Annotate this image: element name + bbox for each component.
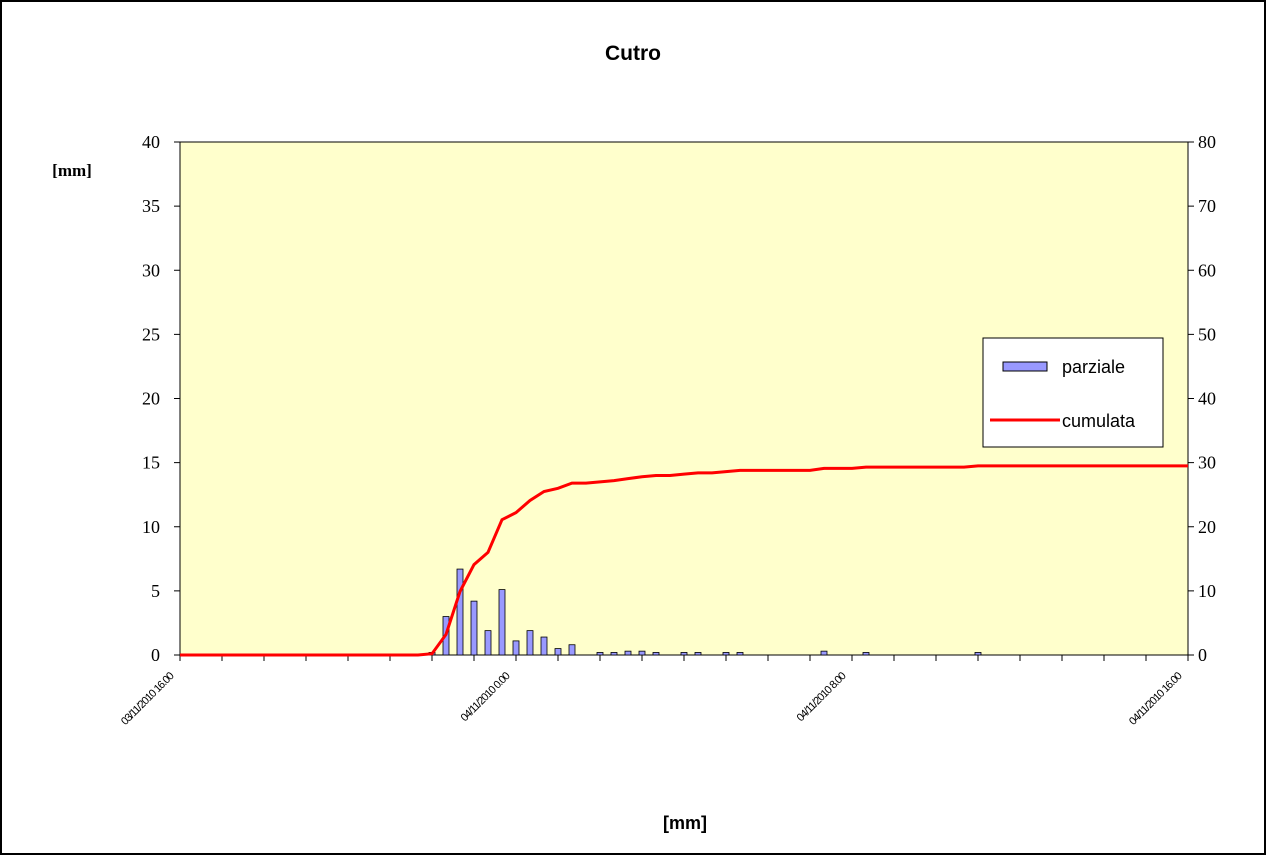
bar: [484, 630, 492, 656]
y2-tick-label: 0: [1198, 645, 1207, 665]
y2-tick-label: 30: [1198, 453, 1216, 473]
y-tick-label: 5: [151, 581, 160, 601]
y2-tick-label: 10: [1198, 581, 1216, 601]
y2-tick-label: 80: [1198, 132, 1216, 152]
x-axis-title: [mm]: [663, 813, 707, 833]
y2-tick-label: 50: [1198, 324, 1216, 344]
bar: [512, 640, 520, 656]
y-axis-title: [mm]: [52, 161, 92, 180]
bar: [470, 600, 478, 656]
bar: [736, 652, 744, 656]
y2-tick-label: 60: [1198, 260, 1216, 280]
bar: [694, 652, 702, 656]
chart-title: Cutro: [605, 42, 661, 65]
bar: [820, 650, 828, 656]
bar: [554, 648, 562, 656]
bar: [624, 650, 632, 656]
y-tick-label: 15: [142, 453, 160, 473]
y-tick-label: 30: [142, 260, 160, 280]
y-tick-label: 20: [142, 389, 160, 409]
bar: [456, 568, 464, 656]
legend: parziale cumulata: [982, 337, 1164, 448]
bar: [638, 650, 646, 656]
y-tick-label: 40: [142, 132, 160, 152]
bar: [610, 652, 618, 656]
bar: [974, 652, 982, 656]
legend-box: [982, 337, 1164, 448]
legend-label: cumulata: [1062, 411, 1136, 431]
y-tick-label: 0: [151, 645, 160, 665]
y2-tick-label: 70: [1198, 196, 1216, 216]
legend-label: parziale: [1062, 357, 1125, 377]
bar: [498, 589, 506, 656]
line: [180, 464, 1188, 657]
bar: [568, 644, 576, 656]
bar: [596, 652, 604, 656]
bar: [680, 652, 688, 656]
y2-tick-label: 20: [1198, 517, 1216, 537]
y-tick-label: 10: [142, 517, 160, 537]
y2-tick-label: 40: [1198, 389, 1216, 409]
bar: [526, 630, 534, 656]
y-tick-label: 25: [142, 324, 160, 344]
legend-swatch: [1002, 361, 1048, 372]
bar: [540, 636, 548, 656]
bar: [652, 652, 660, 656]
bar: [722, 652, 730, 656]
y-tick-label: 35: [142, 196, 160, 216]
bar: [862, 652, 870, 656]
